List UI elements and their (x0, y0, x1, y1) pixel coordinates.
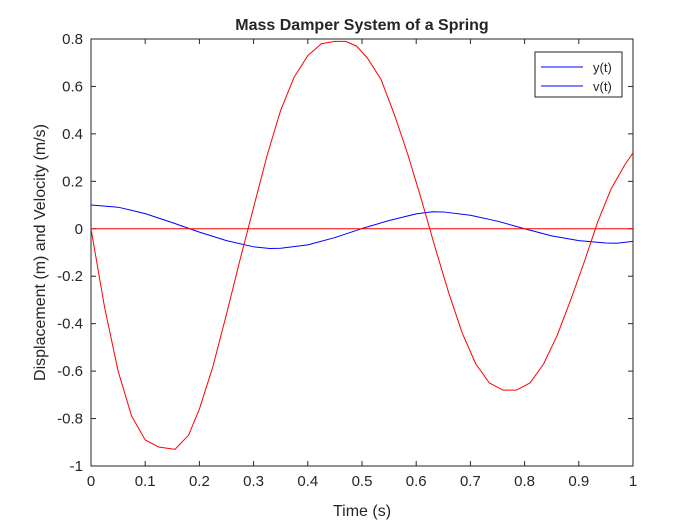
x-tick-label: 0.8 (514, 473, 535, 490)
x-tick-label: 0.6 (406, 473, 427, 490)
legend-label-vt: v(t) (593, 79, 612, 94)
plot-area (90, 38, 634, 467)
x-tick-label: 0.4 (297, 473, 318, 490)
x-axis-ticks: 0 0.1 0.2 0.3 0.4 0.5 0.6 0.7 0.8 0.9 1 (87, 39, 637, 490)
x-axis-label: Time (s) (333, 503, 391, 520)
y-tick-label: 0.6 (62, 78, 83, 95)
legend: y(t) v(t) (534, 51, 623, 98)
x-tick-label: 0.2 (189, 473, 210, 490)
y-tick-label: -0.8 (57, 411, 83, 428)
y-tick-label: -1 (70, 458, 83, 475)
x-tick-label: 0.5 (352, 473, 373, 490)
series-vt-line (91, 40, 633, 450)
x-tick-label: 0.9 (568, 473, 589, 490)
legend-label-yt: y(t) (593, 60, 612, 75)
y-tick-label: -0.2 (57, 268, 83, 285)
x-tick-label: 1 (629, 473, 637, 490)
x-tick-label: 0.7 (460, 473, 481, 490)
y-axis-ticks: -1 -0.8 -0.6 -0.4 -0.2 0 0.2 0.4 0.6 0.8 (57, 31, 633, 475)
y-axis-label: Displacement (m) and Velocity (m/s) (32, 124, 49, 381)
chart-title: Mass Damper System of a Spring (235, 17, 488, 34)
y-tick-label: 0.2 (62, 173, 83, 190)
series-layer (91, 40, 633, 450)
series-yt-line (91, 204, 633, 249)
y-tick-label: 0 (75, 221, 83, 238)
y-tick-label: 0.4 (62, 126, 83, 143)
x-tick-label: 0.1 (135, 473, 156, 490)
y-tick-label: -0.4 (57, 316, 83, 333)
y-tick-label: -0.6 (57, 363, 83, 380)
x-tick-label: 0 (87, 473, 95, 490)
x-tick-label: 0.3 (243, 473, 264, 490)
y-tick-label: 0.8 (62, 31, 83, 48)
legend-box (534, 51, 623, 98)
